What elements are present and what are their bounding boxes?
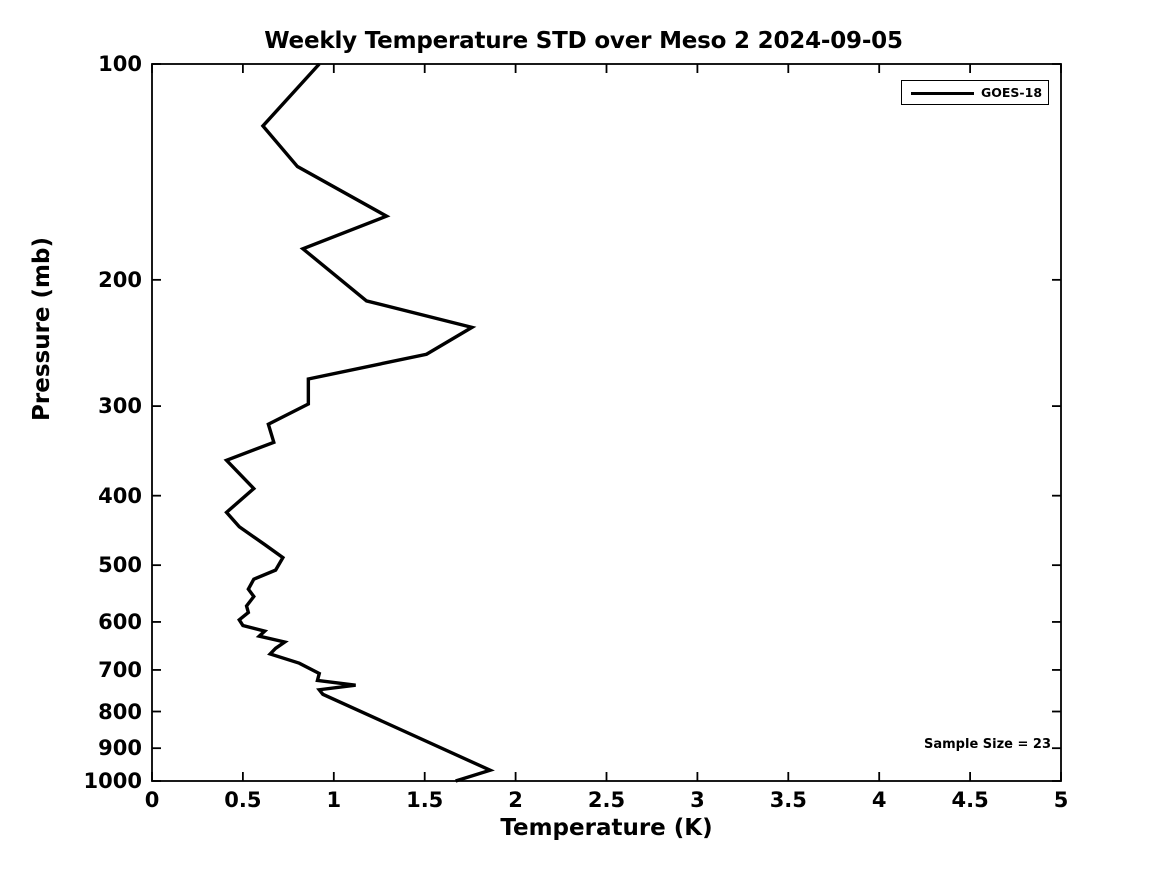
x-tick-label: 5: [1053, 788, 1069, 812]
y-tick-label: 900: [98, 736, 142, 761]
sample-size-annotation: Sample Size = 23: [924, 737, 1052, 752]
axis-frame: [151, 63, 1062, 782]
x-axis-label: Temperature (K): [500, 815, 713, 841]
y-tick-label: 200: [98, 267, 142, 292]
legend-line-swatch: [911, 92, 974, 96]
x-tick-label: 3.5: [769, 788, 807, 812]
x-tick-label: 4: [871, 788, 887, 812]
y-tick-label: 1000: [83, 769, 142, 793]
x-tick-label: 3: [690, 788, 705, 812]
x-tick-label: 2.5: [587, 788, 626, 812]
legend[interactable]: GOES-18: [901, 80, 1049, 105]
x-tick-label: 1.5: [406, 788, 444, 812]
y-tick-label: 600: [98, 609, 142, 634]
legend-label-goes-18: GOES-18: [981, 85, 1043, 100]
y-tick-label: 800: [98, 699, 142, 724]
y-tick-label: 700: [98, 657, 142, 682]
x-tick-label: 2: [508, 788, 523, 812]
chart-title: Weekly Temperature STD over Meso 2 2024-…: [264, 28, 903, 54]
x-tick-label: 1: [326, 788, 342, 812]
y-tick-label: 100: [98, 52, 142, 76]
x-axis-ticks: [151, 64, 1062, 781]
y-tick-label: 300: [98, 394, 142, 419]
x-tick-label: 4.5: [951, 788, 989, 812]
data-line-goes-18: [223, 62, 495, 783]
y-tick-label: 400: [98, 483, 142, 508]
x-tick-label: 0.5: [224, 788, 262, 812]
data-series-group: [223, 62, 495, 783]
y-tick-label: 500: [98, 553, 142, 578]
x-tick-label: 0: [144, 788, 160, 812]
y-axis-ticks: [152, 63, 1061, 782]
